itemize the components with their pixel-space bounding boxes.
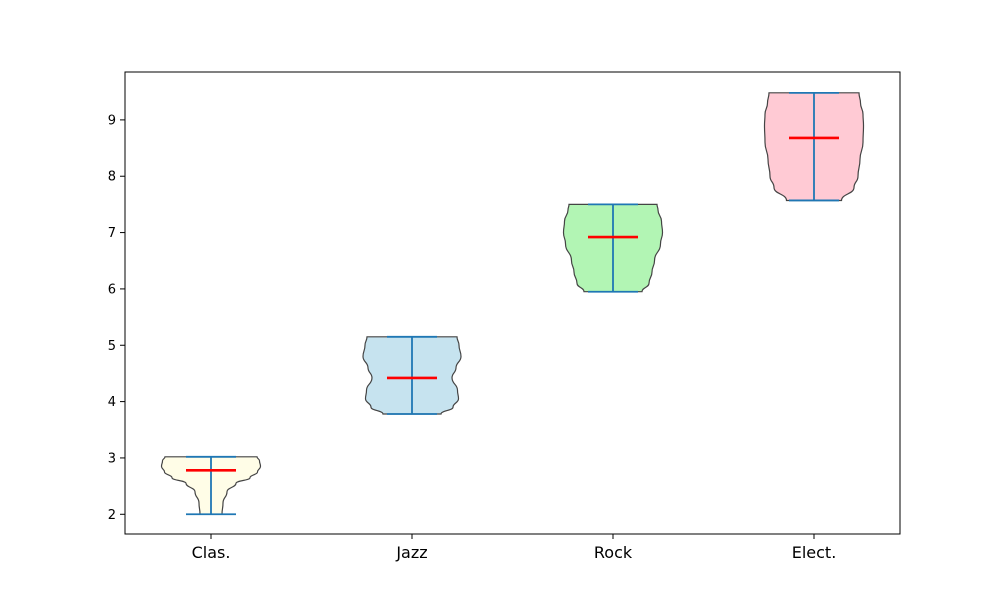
- y-tick-label: 3: [108, 451, 116, 466]
- y-tick-label: 7: [108, 226, 116, 241]
- x-tick-label: Rock: [594, 543, 633, 562]
- y-tick-label: 5: [108, 339, 116, 354]
- x-tick-label: Clas.: [192, 543, 231, 562]
- y-tick-label: 8: [108, 170, 116, 185]
- y-tick-label: 6: [108, 282, 116, 297]
- x-axis: Clas. Jazz Rock Elect.: [192, 534, 837, 562]
- y-tick-label: 2: [108, 508, 116, 523]
- y-tick-label: 9: [108, 113, 116, 128]
- x-tick-label: Jazz: [395, 543, 427, 562]
- y-axis: 2 3 4 5 6 7 8 9: [108, 113, 125, 523]
- y-tick-label: 4: [108, 395, 116, 410]
- x-tick-label: Elect.: [792, 543, 837, 562]
- plot-frame: [124, 71, 901, 535]
- violins-layer: [160, 91, 865, 516]
